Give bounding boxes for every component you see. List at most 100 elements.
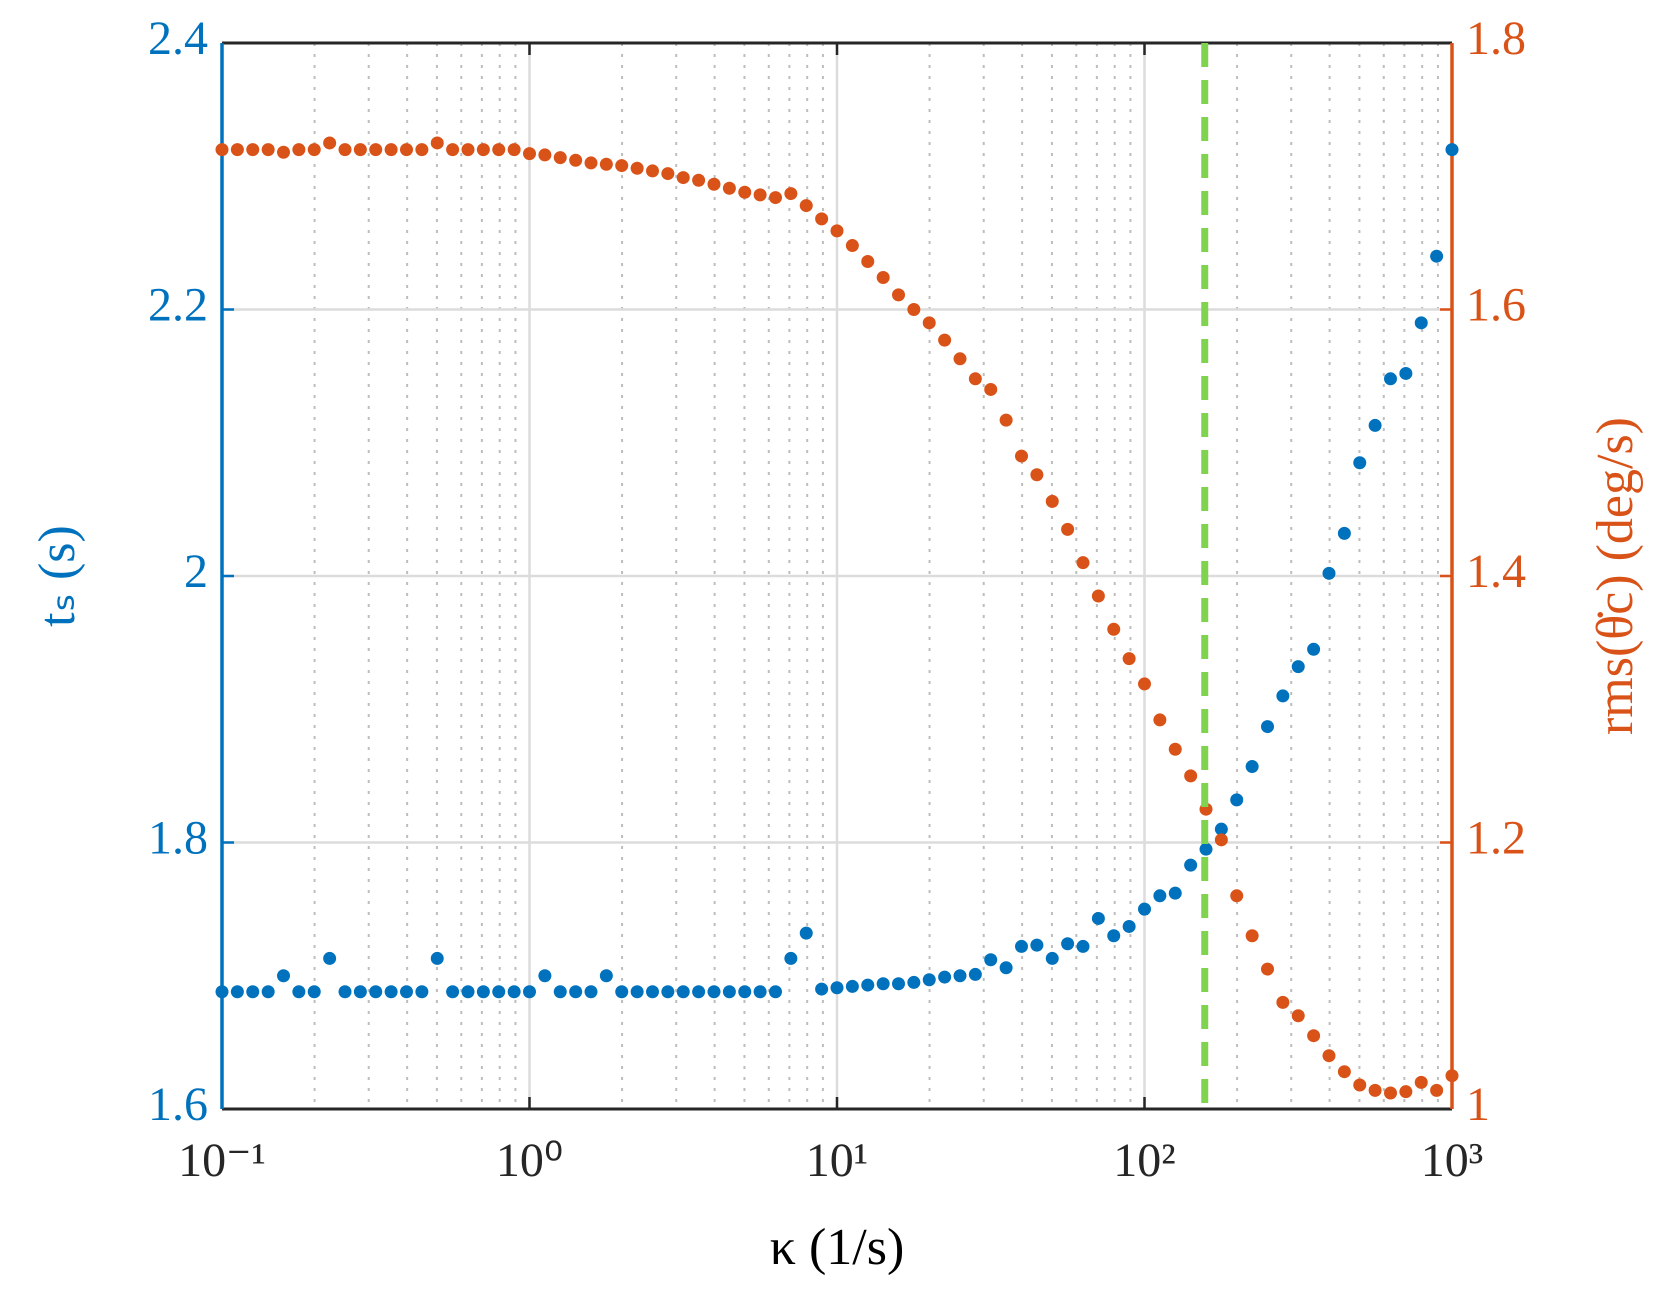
point	[922, 973, 936, 987]
point	[1045, 951, 1059, 965]
y-tick-label: 2.4	[148, 12, 208, 65]
y-tick-label: 2	[184, 545, 208, 598]
point	[845, 979, 859, 993]
point	[415, 985, 429, 999]
point	[999, 413, 1013, 427]
point	[661, 985, 675, 999]
point	[215, 985, 229, 999]
point	[676, 171, 690, 185]
point	[953, 969, 967, 983]
y-tick-label: 1.8	[148, 812, 208, 865]
point	[353, 985, 367, 999]
x-tick-label: 10³	[1421, 1134, 1483, 1187]
point	[722, 181, 736, 195]
point	[845, 239, 859, 253]
point	[1138, 902, 1151, 916]
point	[1384, 372, 1398, 386]
point	[277, 969, 291, 983]
point	[1091, 911, 1105, 925]
point	[1184, 858, 1198, 872]
point	[553, 151, 567, 165]
y2-tick-label: 1.4	[1466, 545, 1526, 598]
point	[861, 255, 875, 269]
point	[353, 143, 367, 157]
point	[323, 136, 337, 150]
point	[630, 161, 644, 175]
point	[753, 188, 767, 202]
point	[1030, 468, 1044, 482]
point	[830, 224, 844, 238]
point	[1384, 1086, 1398, 1100]
point	[799, 926, 813, 940]
point	[1076, 556, 1090, 570]
point	[1307, 1029, 1321, 1043]
point	[369, 985, 383, 999]
point	[399, 143, 413, 157]
point	[1368, 418, 1382, 432]
y2-tick-label: 1.6	[1466, 279, 1526, 332]
point	[830, 981, 844, 995]
point	[230, 985, 244, 999]
point	[1061, 522, 1075, 536]
point	[446, 985, 460, 999]
point	[1061, 937, 1075, 951]
point	[769, 985, 783, 999]
point	[907, 303, 921, 316]
x-tick-label: 10⁻¹	[178, 1134, 266, 1187]
point	[1199, 842, 1213, 856]
point	[784, 187, 798, 201]
point	[1322, 1049, 1336, 1063]
y2-axis-label: rms(θ̇c) (deg/s)	[1587, 417, 1644, 735]
point	[722, 985, 736, 999]
y-tick-label: 1.6	[148, 1078, 208, 1131]
point	[1168, 886, 1182, 900]
point	[892, 977, 906, 991]
point	[1399, 1085, 1413, 1099]
point	[307, 143, 321, 157]
point	[1014, 939, 1028, 953]
point	[507, 143, 521, 157]
point	[507, 985, 521, 999]
point	[615, 985, 629, 999]
point	[1414, 316, 1428, 330]
point	[938, 333, 952, 347]
point	[707, 985, 721, 999]
point	[1030, 938, 1044, 952]
point	[615, 159, 629, 173]
point	[1261, 962, 1275, 976]
point	[215, 143, 229, 157]
point	[1353, 1078, 1367, 1092]
point	[569, 153, 583, 167]
point	[1276, 995, 1290, 1009]
point	[523, 147, 536, 161]
point	[307, 985, 321, 999]
point	[246, 143, 260, 157]
point	[1214, 833, 1228, 847]
point	[430, 136, 444, 150]
x-tick-label: 10²	[1113, 1134, 1175, 1187]
point	[523, 985, 536, 999]
point	[1414, 1075, 1428, 1089]
point	[338, 985, 352, 999]
point	[1322, 566, 1336, 580]
point	[661, 167, 675, 181]
point	[646, 164, 660, 178]
point	[876, 271, 890, 285]
point	[584, 156, 598, 170]
point	[599, 157, 613, 171]
point	[261, 143, 275, 157]
x-tick-label: 10⁰	[496, 1134, 563, 1187]
point	[1107, 929, 1121, 943]
point	[922, 316, 936, 330]
point	[538, 148, 552, 162]
point	[538, 969, 552, 983]
point	[553, 985, 567, 999]
point	[599, 969, 613, 983]
point	[1337, 1065, 1351, 1079]
point	[938, 970, 952, 984]
point	[815, 982, 829, 996]
point	[1445, 143, 1459, 157]
point	[1045, 494, 1059, 508]
point	[984, 382, 998, 396]
point	[1153, 889, 1167, 903]
